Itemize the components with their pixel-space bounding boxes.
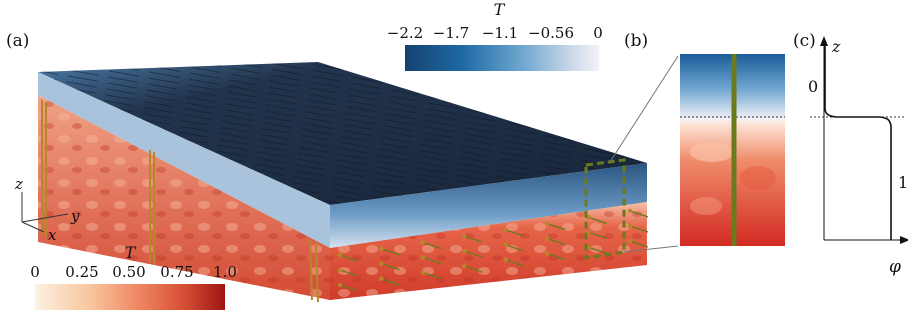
- velocity-vectors-front: [337, 208, 649, 292]
- axis-z-label: z: [14, 175, 23, 193]
- velocity-vector: [381, 278, 400, 286]
- velocity-vector: [588, 231, 607, 239]
- velocity-vector: [505, 244, 524, 252]
- water-front-texture: [330, 202, 647, 300]
- slice-highlight-box: [584, 158, 626, 260]
- colorbar-warm-tick-0: 0: [30, 263, 40, 281]
- colorbar-cold-ticks: −2.2 −1.7 −1.1 −0.56 0: [387, 24, 603, 42]
- velocity-vector: [546, 222, 566, 231]
- velocity-vector-origin: [503, 242, 508, 248]
- velocity-vector: [339, 269, 359, 277]
- ice-left-face: [38, 72, 330, 248]
- velocity-vector: [464, 235, 483, 243]
- axis-triad: [21, 192, 69, 233]
- ice-front-face: [330, 163, 647, 248]
- panel-a: (a) z: [6, 31, 679, 303]
- velocity-vector-origin: [627, 208, 633, 214]
- colorbar-warm-title: T: [125, 243, 137, 262]
- velocity-vector-origin: [337, 282, 343, 288]
- velocity-vector: [381, 263, 400, 271]
- colorbar-warm-tick-1: 0.25: [65, 263, 98, 281]
- colorbar-warm: T 0 0.25 0.50 0.75 1.0: [30, 243, 237, 310]
- velocity-arrows-left: [41, 100, 319, 303]
- panel-c: (c) z φ 0 1: [793, 31, 908, 277]
- colorbar-warm-tick-4: 1.0: [213, 263, 237, 281]
- profile-phi-arrowhead: [900, 236, 908, 244]
- panel-b: (b): [624, 31, 785, 246]
- colorbar-cold-tick-0: −2.2: [387, 24, 423, 42]
- profile-phi-label: φ: [889, 257, 901, 277]
- velocity-vector-origin: [420, 270, 426, 275]
- colorbar-cold-title: T: [494, 0, 506, 19]
- velocity-vector-origin: [503, 227, 508, 233]
- velocity-vector: [464, 265, 483, 273]
- velocity-vector-origin: [379, 261, 384, 266]
- velocity-vector: [629, 225, 649, 233]
- velocity-vector-origin: [544, 221, 550, 226]
- velocity-vector: [464, 250, 483, 258]
- colorbar-warm-bar: [35, 284, 225, 310]
- slice-eddy-1: [690, 142, 734, 162]
- axis-x-label: x: [48, 226, 57, 244]
- velocity-vector: [546, 252, 566, 261]
- velocity-vector-origin: [627, 223, 633, 229]
- ice-top-streaks: [38, 62, 647, 205]
- colorbar-cold-bar: [405, 45, 599, 71]
- velocity-vector: [505, 259, 524, 267]
- velocity-vector-origin: [379, 276, 384, 281]
- panel-c-label: (c): [793, 31, 816, 51]
- velocity-vector-origin: [337, 252, 343, 258]
- profile-z-arrowhead: [820, 36, 828, 46]
- panel-a-label: (a): [6, 31, 29, 51]
- velocity-vector-origin: [337, 267, 343, 273]
- velocity-vector-origin: [420, 240, 426, 245]
- profile-tick-0: 0: [808, 77, 818, 96]
- velocity-vector: [422, 271, 442, 280]
- profile-curve: [824, 46, 892, 240]
- colorbar-cold-tick-4: 0: [593, 24, 603, 42]
- velocity-vector: [505, 229, 524, 237]
- colorbar-cold-tick-1: −1.7: [433, 24, 469, 42]
- velocity-vector-origin: [379, 246, 384, 251]
- velocity-vector-origin: [420, 255, 426, 260]
- slice-eddy-3: [690, 197, 722, 215]
- velocity-vector-origin: [462, 263, 467, 269]
- velocity-vector: [546, 237, 566, 246]
- velocity-vector: [381, 248, 400, 256]
- profile-tick-1: 1: [898, 173, 908, 192]
- velocity-vector-origin: [462, 248, 467, 254]
- connector-line-top: [609, 55, 679, 163]
- velocity-vector: [339, 254, 359, 262]
- slice-eddy-2: [740, 166, 776, 190]
- velocity-vector: [629, 240, 649, 248]
- panel-b-label: (b): [624, 31, 648, 51]
- colorbar-warm-tick-3: 0.75: [160, 263, 193, 281]
- colorbar-cold: T −2.2 −1.7 −1.1 −0.56 0: [387, 0, 603, 71]
- colorbar-cold-tick-2: −1.1: [482, 24, 518, 42]
- velocity-vector-origin: [503, 257, 508, 263]
- velocity-vector: [422, 256, 442, 265]
- velocity-vector: [422, 241, 442, 250]
- velocity-vector-origin: [462, 233, 467, 239]
- colorbar-cold-tick-3: −0.56: [528, 24, 574, 42]
- velocity-vector-origin: [627, 238, 633, 244]
- velocity-vector: [629, 210, 649, 218]
- velocity-vector: [339, 284, 359, 292]
- velocity-vector: [588, 216, 607, 224]
- colorbar-warm-ticks: 0 0.25 0.50 0.75 1.0: [30, 263, 237, 281]
- profile-z-label: z: [831, 37, 841, 56]
- velocity-vector: [588, 246, 607, 254]
- connector-line-bottom: [623, 245, 679, 253]
- axis-y-label: y: [70, 207, 80, 225]
- velocity-vector-origin: [544, 236, 550, 241]
- colorbar-warm-tick-2: 0.50: [112, 263, 145, 281]
- velocity-vector-origin: [544, 251, 550, 256]
- water-left-texture: [38, 95, 330, 300]
